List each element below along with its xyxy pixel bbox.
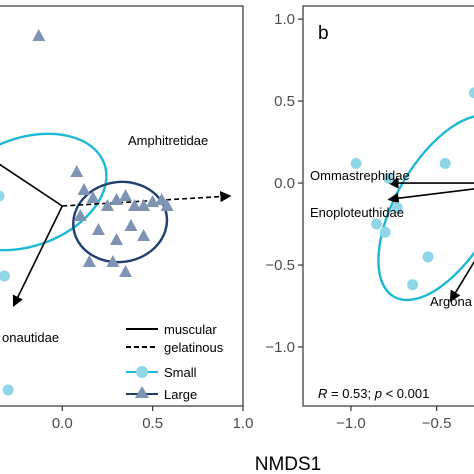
vector-label-argona: Argona: [430, 294, 473, 309]
panel-label-b: b: [318, 23, 329, 44]
x-axis-title: NMDS1: [255, 454, 322, 474]
panel-a-point-large-18: [82, 255, 96, 267]
panel-a-point-large-14: [110, 233, 123, 245]
panel-a-vector-1: [12, 205, 64, 308]
panel-a-point-large-8: [137, 199, 151, 211]
panel-a-xtick-label-2: 1.0: [233, 415, 254, 432]
panel-a-point-large-0: [32, 29, 46, 41]
legend: muscular gelatinous Small Large: [126, 322, 224, 402]
panel-b-point-small-2: [391, 202, 403, 214]
panel-a-point-large-12: [73, 209, 87, 221]
panel-b-ytick-label-0: 1.0: [274, 11, 295, 28]
panel-a-point-large-15: [124, 219, 138, 231]
legend-small-symbol: [136, 366, 148, 378]
panel-a-point-large-10: [155, 193, 169, 205]
panel-b-point-small-6: [422, 251, 434, 263]
panel-a-point-large-5: [110, 193, 123, 205]
panel-b-xtick-label-0: −1.0: [336, 415, 366, 432]
panel-a-ellipse-large: [72, 180, 169, 264]
panel-a-point-large-3: [86, 191, 100, 203]
panel-a-ellipse-small: [0, 132, 108, 252]
vector-label-ommastrephidae: Ommastrephidae: [310, 168, 410, 183]
vector-label-amphitretidae: Amphitretidae: [128, 133, 208, 148]
panel-a-point-large-1: [70, 165, 84, 177]
panel-b-point-small-4: [379, 226, 391, 238]
panel-b-point-small-5: [407, 279, 419, 291]
panel-b-point-small-7: [439, 157, 451, 169]
panel-a-point-small-0: [0, 190, 5, 202]
panel-b-point-small-8: [468, 87, 474, 99]
panel-a-point-large-19: [119, 265, 133, 277]
panel-a-point-large-4: [100, 199, 114, 211]
panel-a-vector-2: [0, 163, 63, 207]
panel-b-ytick-label-2: 0.0: [274, 175, 295, 192]
panel-b-ytick-label-3: −0.5: [265, 257, 295, 274]
panel-b-point-small-3: [371, 218, 383, 230]
panel-b-frame: [302, 5, 474, 407]
panel-a-frame: [0, 5, 244, 407]
legend-muscular-label: muscular: [164, 322, 217, 337]
panel-a-point-large-13: [91, 223, 105, 235]
panel-a-point-large-6: [119, 189, 133, 201]
panel-b-ytick-label-1: 0.5: [274, 93, 295, 110]
legend-gelatinous-label: gelatinous: [164, 340, 224, 355]
legend-large-label: Large: [164, 387, 197, 402]
legend-small-label: Small: [164, 365, 197, 380]
panel-b-ytick-label-4: −1.0: [265, 339, 295, 356]
legend-large-symbol: [135, 386, 149, 398]
panel-a-point-small-2: [0, 270, 10, 282]
panel-b-xtick-label-1: −0.5: [422, 415, 452, 432]
panel-a-point-large-2: [77, 183, 91, 195]
panel-a-xtick-label-0: 0.0: [52, 415, 73, 432]
panel-a-point-large-17: [106, 255, 120, 267]
panel-a-point-small-3: [2, 384, 14, 396]
panel-a-point-large-7: [128, 199, 142, 211]
panel-a-xtick-label-1: 0.5: [142, 415, 163, 432]
panel-b-point-small-0: [350, 157, 362, 169]
stat-annotation: R = 0.53; p < 0.001: [318, 386, 429, 401]
panel-b-vector-2: [449, 260, 474, 303]
vector-label-onautidae: onautidae: [2, 330, 59, 345]
panel-a-vector-0: [62, 191, 232, 207]
vector-label-enoploteuthidae: Enoploteuthidae: [310, 205, 404, 220]
panel-a-point-large-16: [137, 229, 151, 241]
panel-b-vector-1: [387, 188, 474, 204]
panel-b-point-small-1: [383, 172, 395, 184]
panel-a-point-large-11: [160, 199, 174, 211]
